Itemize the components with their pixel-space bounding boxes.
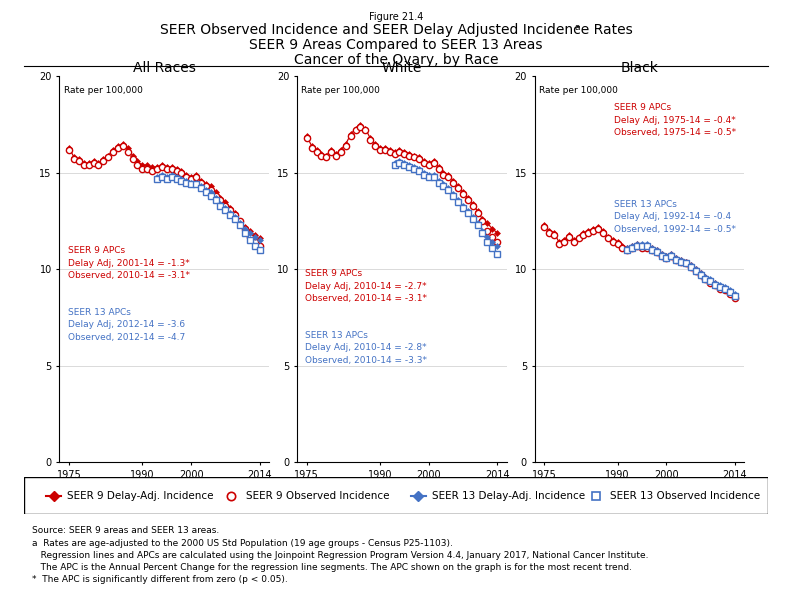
Text: SEER 13 Observed Incidence: SEER 13 Observed Incidence <box>611 491 760 501</box>
Title: Black: Black <box>621 61 658 75</box>
Text: SEER 9 APCs
Delay Adj, 2001-14 = -1.3*
Observed, 2010-14 = -3.1*: SEER 9 APCs Delay Adj, 2001-14 = -1.3* O… <box>68 246 190 280</box>
Title: White: White <box>382 61 422 75</box>
Text: SEER 13 APCs
Delay Adj, 2010-14 = -2.8*
Observed, 2010-14 = -3.3*: SEER 13 APCs Delay Adj, 2010-14 = -2.8* … <box>306 331 428 365</box>
Text: *  The APC is significantly different from zero (p < 0.05).: * The APC is significantly different fro… <box>32 575 287 584</box>
Text: SEER 9 Areas Compared to SEER 13 Areas: SEER 9 Areas Compared to SEER 13 Areas <box>249 38 543 52</box>
Text: a: a <box>575 23 581 32</box>
Title: All Races: All Races <box>133 61 196 75</box>
Text: Cancer of the Ovary, by Race: Cancer of the Ovary, by Race <box>294 53 498 67</box>
Text: SEER Observed Incidence and SEER Delay Adjusted Incidence Rates: SEER Observed Incidence and SEER Delay A… <box>160 23 632 37</box>
X-axis label: Year of Diagnosis: Year of Diagnosis <box>595 484 684 494</box>
Text: SEER 9 APCs
Delay Adj, 1975-14 = -0.4*
Observed, 1975-14 = -0.5*: SEER 9 APCs Delay Adj, 1975-14 = -0.4* O… <box>615 103 737 138</box>
Text: Figure 21.4: Figure 21.4 <box>369 12 423 22</box>
X-axis label: Year of Diagnosis: Year of Diagnosis <box>120 484 209 494</box>
Text: The APC is the Annual Percent Change for the regression line segments. The APC s: The APC is the Annual Percent Change for… <box>32 563 632 572</box>
Text: Source: SEER 9 areas and SEER 13 areas.: Source: SEER 9 areas and SEER 13 areas. <box>32 526 219 536</box>
Text: Rate per 100,000: Rate per 100,000 <box>539 86 618 95</box>
Text: SEER 9 Observed Incidence: SEER 9 Observed Incidence <box>246 491 389 501</box>
Text: SEER 9 Delay-Adj. Incidence: SEER 9 Delay-Adj. Incidence <box>67 491 213 501</box>
FancyBboxPatch shape <box>24 477 768 514</box>
Text: SEER 13 APCs
Delay Adj, 2012-14 = -3.6
Observed, 2012-14 = -4.7: SEER 13 APCs Delay Adj, 2012-14 = -3.6 O… <box>68 308 185 342</box>
Text: Rate per 100,000: Rate per 100,000 <box>301 86 380 95</box>
Text: Rate per 100,000: Rate per 100,000 <box>63 86 143 95</box>
Text: SEER 13 APCs
Delay Adj, 1992-14 = -0.4
Observed, 1992-14 = -0.5*: SEER 13 APCs Delay Adj, 1992-14 = -0.4 O… <box>615 200 737 234</box>
X-axis label: Year of Diagnosis: Year of Diagnosis <box>357 484 447 494</box>
Text: SEER 9 APCs
Delay Adj, 2010-14 = -2.7*
Observed, 2010-14 = -3.1*: SEER 9 APCs Delay Adj, 2010-14 = -2.7* O… <box>306 269 428 304</box>
Text: Regression lines and APCs are calculated using the Joinpoint Regression Program : Regression lines and APCs are calculated… <box>32 551 648 560</box>
Text: SEER 13 Delay-Adj. Incidence: SEER 13 Delay-Adj. Incidence <box>432 491 584 501</box>
Text: a  Rates are age-adjusted to the 2000 US Std Population (19 age groups - Census : a Rates are age-adjusted to the 2000 US … <box>32 539 452 548</box>
